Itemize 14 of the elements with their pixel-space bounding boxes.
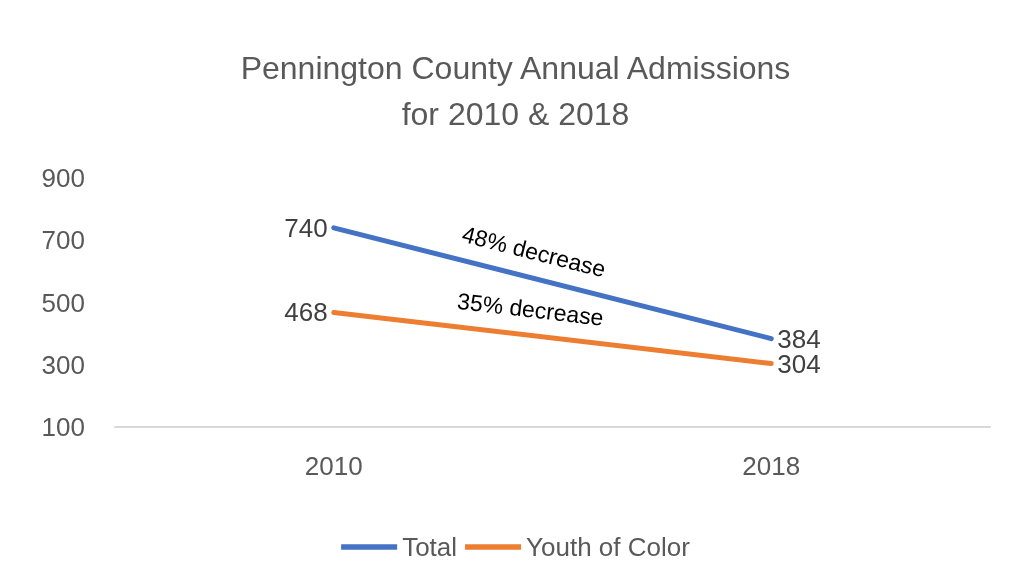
y-tick-label: 700	[41, 225, 85, 256]
legend-label: Youth of Color	[526, 532, 691, 562]
annotation: 48% decrease	[459, 220, 609, 283]
data-label: 468	[284, 297, 328, 328]
y-tick-label: 900	[41, 163, 85, 193]
y-tick-label: 300	[41, 349, 85, 380]
x-tick-label: 2018	[742, 451, 801, 481]
annotation: 35% decrease	[456, 287, 605, 331]
data-label: 740	[284, 212, 328, 243]
x-tick-label: 2010	[304, 451, 363, 481]
y-tick-label: 100	[41, 412, 85, 442]
y-tick-label: 500	[41, 287, 85, 318]
legend-label: Total	[402, 532, 458, 562]
chart-title: Pennington County Annual Admissions for 2010 & 2018	[240, 50, 791, 132]
